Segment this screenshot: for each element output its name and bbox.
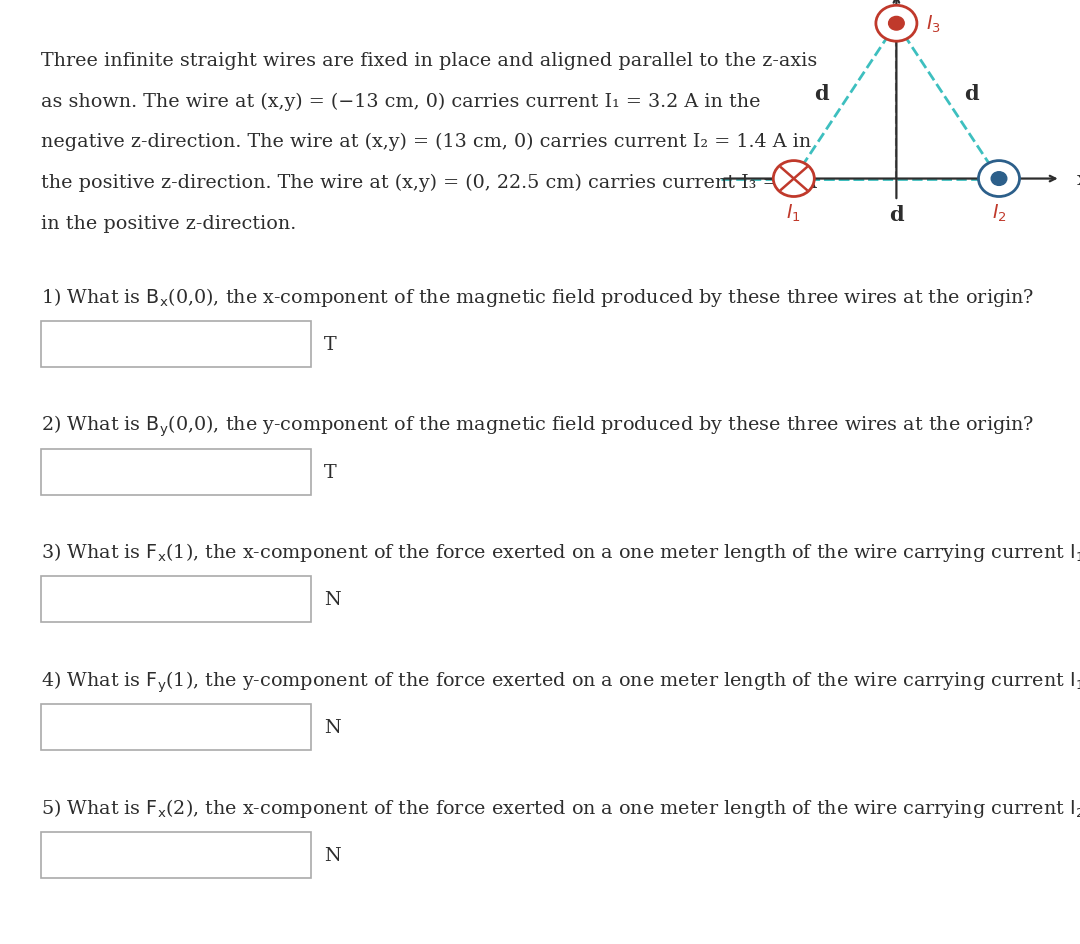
Text: d: d [814,84,828,104]
Text: the positive z-direction. The wire at (x,y) = (0, 22.5 cm) carries current I₃ = : the positive z-direction. The wire at (x… [41,174,816,192]
Text: as shown. The wire at (x,y) = (−13 cm, 0) carries current I₁ = 3.2 A in the: as shown. The wire at (x,y) = (−13 cm, 0… [41,93,760,110]
Text: d: d [889,205,904,225]
FancyBboxPatch shape [41,704,311,750]
Circle shape [773,161,814,197]
Circle shape [978,161,1020,197]
FancyBboxPatch shape [41,832,311,878]
Text: x: x [1077,170,1080,189]
Text: $I_1$: $I_1$ [786,203,801,225]
Text: 1) What is $\mathrm{B_x}$(0,0), the x-component of the magnetic field produced b: 1) What is $\mathrm{B_x}$(0,0), the x-co… [41,286,1035,309]
Text: $I_2$: $I_2$ [991,203,1007,225]
Text: 5) What is $\mathrm{F_x}$(2), the x-component of the force exerted on a one mete: 5) What is $\mathrm{F_x}$(2), the x-comp… [41,796,1080,818]
Text: 3) What is $\mathrm{F_x}$(1), the x-component of the force exerted on a one mete: 3) What is $\mathrm{F_x}$(1), the x-comp… [41,541,1080,564]
Text: 4) What is $\mathrm{F_y}$(1), the y-component of the force exerted on a one mete: 4) What is $\mathrm{F_y}$(1), the y-comp… [41,668,1080,694]
Text: N: N [324,718,341,736]
Text: negative z-direction. The wire at (x,y) = (13 cm, 0) carries current I₂ = 1.4 A : negative z-direction. The wire at (x,y) … [41,133,811,151]
Text: in the positive z-direction.: in the positive z-direction. [41,214,296,232]
Circle shape [889,17,904,31]
Circle shape [991,173,1007,186]
FancyBboxPatch shape [41,322,311,368]
FancyBboxPatch shape [41,577,311,623]
Circle shape [876,7,917,42]
Text: N: N [324,846,341,864]
Text: $I_3$: $I_3$ [926,13,941,35]
Text: d: d [964,84,978,104]
Text: N: N [324,591,341,609]
Text: Three infinite straight wires are fixed in place and aligned parallel to the z-a: Three infinite straight wires are fixed … [41,52,818,70]
Text: 2) What is $\mathrm{B_y}$(0,0), the y-component of the magnetic field produced b: 2) What is $\mathrm{B_y}$(0,0), the y-co… [41,413,1035,439]
Text: T: T [324,336,337,354]
FancyBboxPatch shape [41,449,311,496]
Text: T: T [324,464,337,481]
